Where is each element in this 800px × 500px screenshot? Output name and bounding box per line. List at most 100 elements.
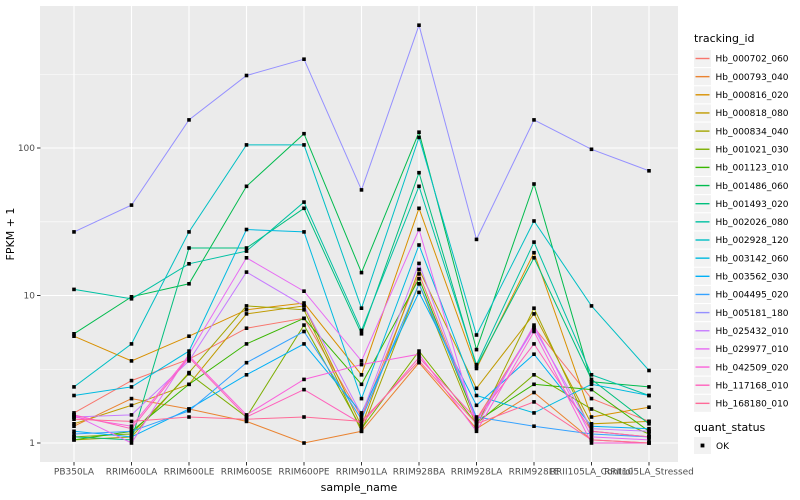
data-point	[589, 429, 594, 434]
data-point	[302, 131, 306, 136]
data-point	[647, 368, 651, 373]
data-point	[244, 413, 249, 417]
x-tick-label-RRIM901LA: RRIM901LA	[336, 468, 388, 478]
data-point	[359, 359, 364, 363]
data-point	[589, 147, 594, 152]
data-point	[532, 411, 536, 415]
legend-label: Hb_029977_010	[716, 345, 789, 355]
data-point	[359, 332, 364, 336]
data-point	[302, 441, 306, 445]
data-point	[302, 308, 306, 312]
data-point	[129, 297, 134, 301]
data-point	[359, 382, 364, 387]
data-point	[129, 359, 134, 363]
data-point	[129, 438, 134, 442]
data-point	[474, 403, 479, 408]
data-point	[417, 243, 421, 247]
data-point	[532, 326, 536, 330]
legend-entry-Hb_042509_020: Hb_042509_020	[694, 358, 789, 376]
x-axis-title: sample_name	[321, 481, 398, 494]
data-point	[417, 349, 421, 353]
data-point	[187, 407, 191, 411]
x-tick-label-RRIM600LE: RRIM600LE	[164, 468, 215, 478]
data-point	[359, 362, 364, 367]
data-point	[302, 342, 306, 346]
legend-entry-Hb_117168_010: Hb_117168_010	[694, 376, 789, 394]
data-point	[532, 390, 536, 395]
data-point	[129, 426, 134, 431]
legend-entry-Hb_002928_120: Hb_002928_120	[694, 231, 789, 249]
data-point	[359, 415, 364, 419]
data-point	[244, 143, 249, 147]
ok-marker-icon	[700, 443, 705, 448]
minor-gridlines	[40, 73, 678, 370]
legend-label: Hb_117168_010	[716, 381, 789, 391]
y-tick-label: 100	[18, 144, 35, 154]
data-point	[244, 249, 249, 253]
data-point	[187, 334, 191, 338]
data-point	[474, 426, 479, 431]
data-point	[302, 230, 306, 234]
major-gridlines	[40, 6, 678, 462]
data-point	[532, 118, 536, 122]
x-tick-label-RRIM600LA: RRIM600LA	[106, 468, 158, 478]
legend-entry-Hb_000702_060: Hb_000702_060	[694, 50, 789, 67]
legend-label: Hb_042509_020	[716, 363, 789, 373]
data-point	[359, 270, 364, 275]
data-point	[532, 256, 536, 260]
legend-label: Hb_025432_010	[716, 327, 789, 337]
data-point	[359, 306, 364, 310]
x-tick-label-RRIM928LA: RRIM928LA	[451, 468, 503, 478]
data-point	[474, 364, 479, 369]
data-point	[302, 387, 306, 392]
data-point	[187, 246, 191, 250]
data-point	[359, 411, 364, 415]
data-point	[359, 429, 364, 434]
legend-entry-Hb_168180_010: Hb_168180_010	[694, 394, 789, 412]
data-point	[359, 424, 364, 428]
legend-label: Hb_003142_060	[716, 254, 789, 264]
data-point	[187, 409, 191, 413]
y-tick-label: 1	[29, 439, 35, 449]
data-point	[589, 441, 594, 445]
data-point	[532, 424, 536, 428]
data-point	[532, 312, 536, 316]
data-point	[532, 373, 536, 377]
data-point	[72, 230, 76, 234]
data-point	[302, 329, 306, 334]
data-point	[129, 413, 134, 417]
data-point	[474, 417, 479, 421]
legend-entry-Hb_029977_010: Hb_029977_010	[694, 340, 789, 358]
data-point	[417, 352, 421, 356]
legend-entry-Hb_005181_180: Hb_005181_180	[694, 304, 789, 322]
data-point	[244, 326, 249, 330]
data-point	[474, 237, 479, 242]
data-point	[417, 227, 421, 232]
legend-entries: Hb_000702_060 Hb_000793_040 Hb_000816_020 H…	[694, 50, 789, 412]
data-point	[129, 295, 134, 299]
data-point	[129, 441, 134, 445]
data-point	[359, 417, 364, 421]
data-point	[302, 57, 306, 61]
data-point	[359, 373, 364, 377]
data-point	[359, 188, 364, 192]
data-point	[72, 424, 76, 428]
data-point	[417, 282, 421, 286]
legend-entry-Hb_000834_040: Hb_000834_040	[694, 122, 789, 140]
data-point	[72, 429, 76, 434]
data-point	[647, 405, 651, 409]
data-point	[244, 373, 249, 377]
data-point	[129, 342, 134, 346]
data-point	[589, 438, 594, 442]
data-point	[129, 435, 134, 439]
axis-tick-marks	[37, 147, 650, 466]
legend-label: Hb_001493_020	[716, 200, 789, 210]
legend-label: Hb_000702_060	[716, 55, 789, 65]
legend-entry-Hb_001123_010: Hb_001123_010	[694, 158, 789, 176]
data-point	[589, 373, 594, 377]
x-tick-label-RRIM600PE: RRIM600PE	[278, 468, 330, 478]
data-point	[187, 359, 191, 363]
data-point	[417, 272, 421, 276]
data-points	[72, 23, 651, 445]
